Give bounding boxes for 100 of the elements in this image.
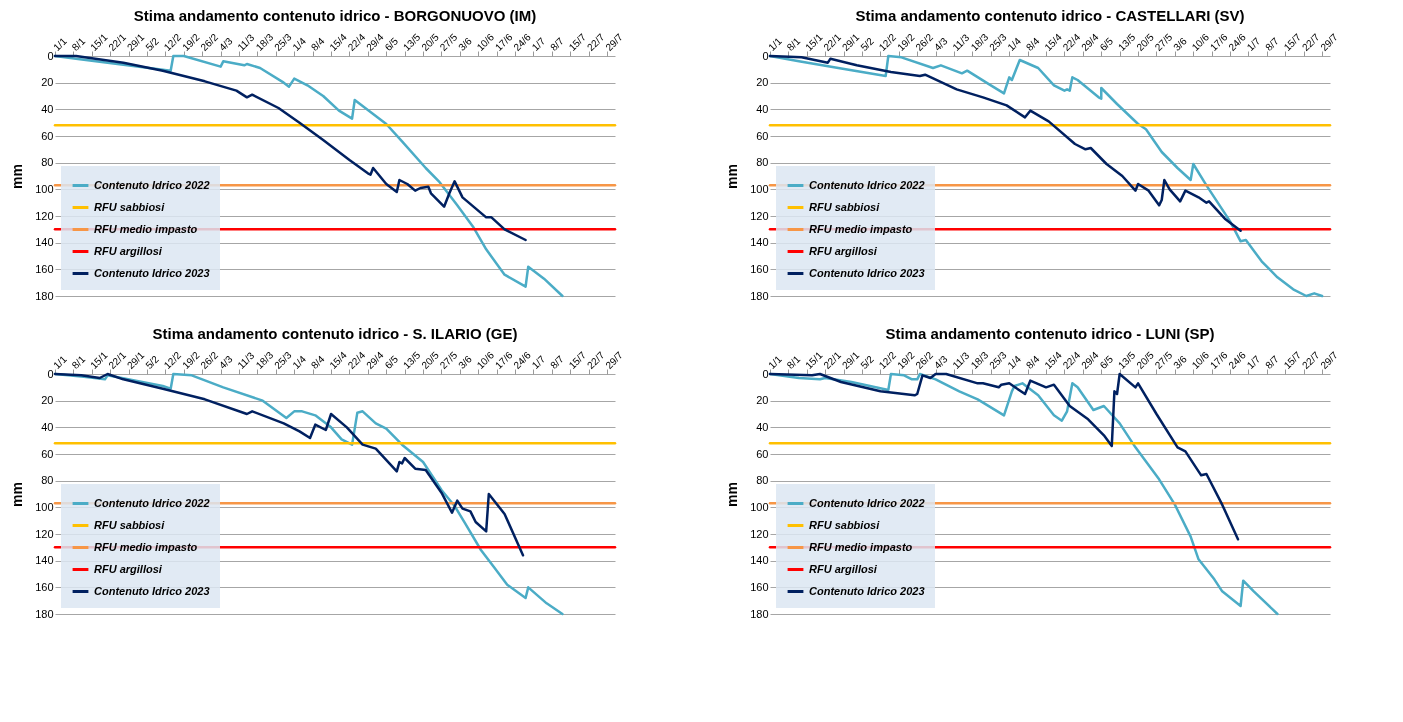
chart-title: Stima andamento contenuto idrico - BORGONUOVO (IM): [133, 6, 537, 24]
x-tick-label: 10/6: [1189, 31, 1212, 54]
legend-label: RFU argillosi: [94, 562, 163, 575]
legend-label: Contenuto Idrico 2022: [809, 496, 925, 509]
legend-label: RFU medio impasto: [94, 222, 198, 235]
x-tick-label: 8/1: [69, 35, 88, 54]
x-tick-label: 8/1: [784, 353, 803, 372]
x-tick-label: 10/6: [1189, 349, 1212, 372]
y-tick-label: 0: [762, 49, 769, 62]
x-tick-label: 15/1: [803, 349, 825, 372]
y-tick-label: 160: [750, 262, 769, 275]
x-tick-label: 8/4: [1023, 35, 1042, 54]
legend-label: Contenuto Idrico 2022: [94, 496, 210, 509]
y-tick-label: 20: [41, 394, 54, 407]
x-tick-label: 8/7: [1263, 353, 1282, 372]
y-tick-label: 40: [41, 420, 54, 433]
y-tick-label: 180: [750, 289, 769, 302]
x-tick-label: 8/1: [69, 353, 88, 372]
legend-label: Contenuto Idrico 2022: [94, 178, 210, 191]
y-axis-title: mm: [724, 164, 741, 189]
y-tick-label: 180: [35, 289, 54, 302]
x-tick-label: 3/6: [1171, 35, 1190, 54]
legend-label: RFU argillosi: [94, 244, 163, 257]
y-tick-label: 120: [750, 209, 769, 222]
y-tick-label: 140: [35, 554, 54, 567]
y-tick-label: 160: [35, 262, 54, 275]
y-tick-label: 140: [750, 236, 769, 249]
y-tick-label: 160: [750, 580, 769, 593]
y-tick-label: 120: [35, 527, 54, 540]
y-tick-label: 140: [750, 554, 769, 567]
line-series: [768, 372, 1240, 541]
y-tick-label: 40: [41, 102, 54, 115]
y-tick-label: 80: [41, 156, 54, 169]
y-tick-label: 0: [47, 367, 54, 380]
y-tick-label: 60: [756, 129, 769, 142]
x-tick-label: 8/4: [308, 35, 327, 54]
x-tick-label: 3/6: [456, 353, 475, 372]
legend-label: Contenuto Idrico 2023: [809, 266, 925, 279]
x-tick-label: 3/6: [1171, 353, 1190, 372]
x-tick-label: 8/4: [1023, 353, 1042, 372]
y-axis-title: mm: [724, 482, 741, 507]
x-tick-label: 15/1: [88, 31, 110, 54]
legend-label: RFU sabbiosi: [94, 518, 166, 531]
x-tick-label: 8/7: [548, 353, 567, 372]
x-tick-label: 10/6: [474, 349, 497, 372]
y-tick-label: 80: [41, 474, 54, 487]
x-tick-label: 8/7: [1263, 35, 1282, 54]
y-tick-label: 100: [750, 182, 769, 195]
x-tick-label: 8/4: [308, 353, 327, 372]
legend-label: Contenuto Idrico 2023: [94, 266, 210, 279]
legend-label: Contenuto Idrico 2023: [94, 584, 210, 597]
line-series: [53, 372, 525, 557]
x-tick-label: 3/6: [456, 35, 475, 54]
line-series: [768, 54, 1324, 298]
y-tick-label: 120: [750, 527, 769, 540]
y-tick-label: 80: [756, 474, 769, 487]
legend-label: RFU sabbiosi: [94, 200, 166, 213]
chart-title: Stima andamento contenuto idrico - S. ILARIO (GE): [152, 324, 518, 342]
x-tick-label: 4/3: [931, 35, 950, 54]
y-tick-label: 80: [756, 156, 769, 169]
y-tick-label: 120: [35, 209, 54, 222]
y-tick-label: 20: [756, 76, 769, 89]
legend-label: RFU medio impasto: [809, 222, 913, 235]
y-tick-label: 180: [750, 607, 769, 620]
legend-label: RFU argillosi: [809, 562, 878, 575]
x-tick-label: 4/3: [931, 353, 950, 372]
legend-label: Contenuto Idrico 2023: [809, 584, 925, 597]
y-tick-label: 60: [41, 129, 54, 142]
x-tick-label: 10/6: [474, 31, 497, 54]
chart-title: Stima andamento contenuto idrico - LUNI (SP): [885, 324, 1215, 342]
y-tick-label: 20: [756, 394, 769, 407]
legend-label: RFU medio impasto: [809, 540, 913, 553]
x-tick-label: 4/3: [216, 353, 235, 372]
y-tick-label: 40: [756, 420, 769, 433]
legend-label: RFU sabbiosi: [809, 518, 881, 531]
legend-label: RFU argillosi: [809, 244, 878, 257]
x-tick-label: 8/1: [784, 35, 803, 54]
legend-label: RFU medio impasto: [94, 540, 198, 553]
y-tick-label: 100: [35, 182, 54, 195]
y-tick-label: 0: [47, 49, 54, 62]
legend-label: RFU sabbiosi: [809, 200, 881, 213]
y-tick-label: 100: [35, 500, 54, 513]
y-axis-title: mm: [9, 482, 26, 507]
x-tick-label: 8/7: [548, 35, 567, 54]
y-tick-label: 180: [35, 607, 54, 620]
y-tick-label: 60: [41, 447, 54, 460]
y-tick-label: 20: [41, 76, 54, 89]
y-tick-label: 0: [762, 367, 769, 380]
legend-label: Contenuto Idrico 2022: [809, 178, 925, 191]
y-tick-label: 160: [35, 580, 54, 593]
y-axis-title: mm: [9, 164, 26, 189]
y-tick-label: 140: [35, 236, 54, 249]
x-tick-label: 15/1: [803, 31, 825, 54]
line-series: [53, 54, 527, 242]
y-tick-label: 60: [756, 447, 769, 460]
x-tick-label: 15/1: [88, 349, 110, 372]
y-tick-label: 40: [756, 102, 769, 115]
y-tick-label: 100: [750, 500, 769, 513]
chart-title: Stima andamento contenuto idrico - CASTELLARI (SV): [855, 6, 1245, 24]
x-tick-label: 4/3: [216, 35, 235, 54]
